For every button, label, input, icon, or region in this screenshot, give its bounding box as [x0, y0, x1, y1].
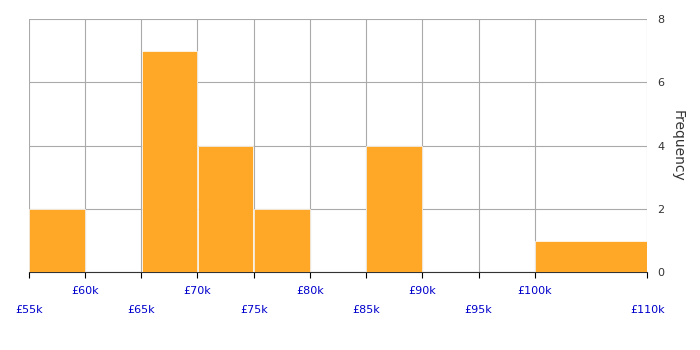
Bar: [141, 51, 197, 272]
Bar: [29, 209, 85, 272]
Y-axis label: Frequency: Frequency: [671, 110, 685, 182]
Text: £55k: £55k: [15, 306, 43, 315]
Bar: [536, 241, 647, 272]
Text: £110k: £110k: [630, 306, 664, 315]
Text: £60k: £60k: [71, 286, 99, 296]
Text: £90k: £90k: [409, 286, 436, 296]
Text: £80k: £80k: [296, 286, 324, 296]
Text: £95k: £95k: [465, 306, 493, 315]
Text: £70k: £70k: [183, 286, 211, 296]
Bar: [254, 209, 309, 272]
Bar: [367, 146, 422, 272]
Bar: [198, 146, 253, 272]
Text: £100k: £100k: [517, 286, 552, 296]
Text: £85k: £85k: [352, 306, 380, 315]
Text: £75k: £75k: [240, 306, 267, 315]
Text: £65k: £65k: [127, 306, 155, 315]
